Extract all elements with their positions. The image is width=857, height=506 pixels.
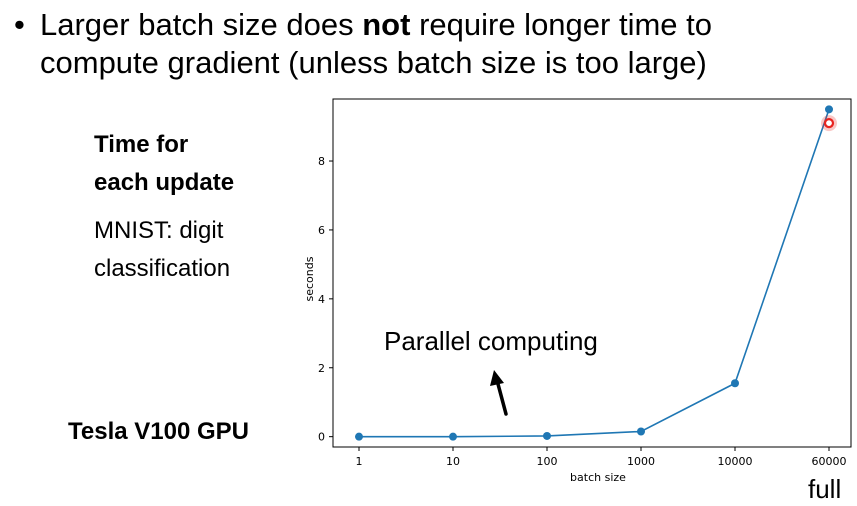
y-tick-label: 2 bbox=[318, 362, 325, 375]
x-tick-label: 1000 bbox=[627, 455, 655, 468]
bullet-text-line2: compute gradient (unless batch size is t… bbox=[40, 45, 707, 80]
y-tick-label: 4 bbox=[318, 293, 325, 306]
data-point bbox=[543, 431, 551, 440]
data-point bbox=[637, 427, 645, 436]
dataset-description-line-2: classification bbox=[94, 255, 231, 282]
y-axis-title: seconds bbox=[303, 256, 316, 301]
bullet-text-part1: Larger batch size does bbox=[40, 7, 363, 42]
annotation-arrow-shaft bbox=[496, 382, 508, 416]
dataset-description-line-1: MNIST: digit bbox=[94, 217, 224, 244]
annotation-layer bbox=[490, 115, 837, 416]
bullet-text-emphasis: not bbox=[362, 7, 411, 42]
data-point bbox=[355, 432, 363, 441]
x-tick-label: 10000 bbox=[718, 455, 753, 468]
y-tick-label: 8 bbox=[318, 155, 325, 168]
plot-frame bbox=[332, 98, 852, 448]
highlight-marker bbox=[823, 118, 835, 129]
x-tick-label: 60000 bbox=[812, 455, 847, 468]
bullet-line-2: compute gradient (unless batch size is t… bbox=[14, 44, 844, 82]
full-batch-label: full bbox=[808, 474, 842, 504]
dataset-description: MNIST: digit classification bbox=[94, 212, 230, 288]
data-point bbox=[731, 379, 739, 388]
x-tick-label: 1 bbox=[356, 455, 363, 468]
axis-ticks: 1 10 100 1000 10000 60000 0 2 4 6 8 bbox=[318, 155, 847, 468]
bullet-dot: • bbox=[14, 7, 25, 42]
y-tick-label: 6 bbox=[318, 224, 325, 237]
x-tick-label: 10 bbox=[446, 455, 460, 468]
y-tick-label: 0 bbox=[318, 431, 325, 444]
data-point bbox=[449, 432, 457, 441]
data-point bbox=[825, 105, 833, 114]
gpu-label: Tesla V100 GPU bbox=[68, 418, 249, 445]
side-title-line-2: each update bbox=[94, 169, 235, 196]
x-tick-label: 100 bbox=[537, 455, 558, 468]
bullet-point: • Larger batch size does not require long… bbox=[14, 6, 844, 82]
annotation-arrow-head bbox=[490, 370, 504, 386]
side-title-line-1: Time for bbox=[94, 131, 189, 158]
side-title: Time for each update bbox=[94, 126, 234, 202]
bullet-text-part2: require longer time to bbox=[410, 7, 712, 42]
x-axis-title: batch size bbox=[570, 471, 626, 484]
series-line bbox=[359, 109, 830, 438]
series-layer bbox=[355, 105, 833, 441]
annotation-text: Parallel computing bbox=[384, 326, 598, 356]
bullet-line-1: • Larger batch size does not require long… bbox=[14, 6, 844, 44]
axes: batch size seconds bbox=[303, 98, 852, 484]
